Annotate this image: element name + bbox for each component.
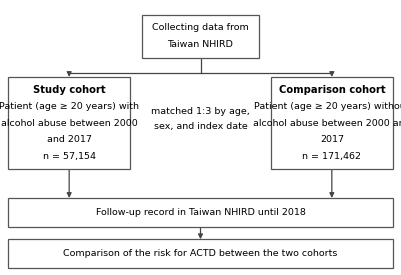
Text: Collecting data from: Collecting data from	[152, 23, 249, 32]
Text: Comparison of the risk for ACTD between the two cohorts: Comparison of the risk for ACTD between …	[63, 249, 338, 258]
FancyBboxPatch shape	[142, 15, 259, 58]
Text: Patient (age ≥ 20 years) with: Patient (age ≥ 20 years) with	[0, 102, 139, 111]
Text: n = 171,462: n = 171,462	[302, 152, 361, 161]
Text: Comparison cohort: Comparison cohort	[279, 85, 385, 95]
Text: Taiwan NHIRD: Taiwan NHIRD	[168, 40, 233, 50]
Text: alcohol abuse between 2000: alcohol abuse between 2000	[1, 119, 138, 128]
Text: Patient (age ≥ 20 years) without: Patient (age ≥ 20 years) without	[254, 102, 401, 111]
FancyBboxPatch shape	[8, 77, 130, 169]
Text: alcohol abuse between 2000 and: alcohol abuse between 2000 and	[253, 119, 401, 128]
Text: Study cohort: Study cohort	[33, 85, 105, 95]
Text: sex, and index date: sex, and index date	[154, 122, 247, 131]
FancyBboxPatch shape	[271, 77, 393, 169]
Text: matched 1:3 by age,: matched 1:3 by age,	[151, 107, 250, 116]
FancyBboxPatch shape	[8, 239, 393, 268]
Text: Follow-up record in Taiwan NHIRD until 2018: Follow-up record in Taiwan NHIRD until 2…	[95, 208, 306, 217]
FancyBboxPatch shape	[8, 198, 393, 227]
Text: and 2017: and 2017	[47, 135, 91, 144]
Text: 2017: 2017	[320, 135, 344, 144]
Text: n = 57,154: n = 57,154	[43, 152, 96, 161]
